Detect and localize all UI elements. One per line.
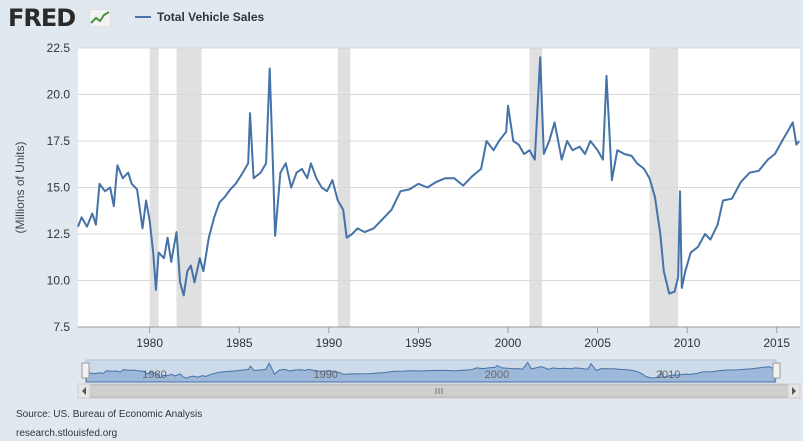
x-tick-label: 2005: [584, 336, 611, 350]
y-axis-label: (Millions of Units): [13, 141, 27, 233]
site-link[interactable]: research.stlouisfed.org: [16, 428, 118, 439]
y-tick-label: 12.5: [47, 227, 71, 241]
legend: Total Vehicle Sales: [135, 10, 264, 24]
source-text: Source: US. Bureau of Economic Analysis: [16, 409, 203, 420]
x-tick-label: 1985: [226, 336, 253, 350]
x-tick-label: 1990: [315, 336, 342, 350]
navigator-label: 2010: [656, 369, 680, 381]
arrow-left-icon: [82, 387, 86, 395]
legend-label: Total Vehicle Sales: [157, 10, 265, 24]
trend-graph-icon: [89, 9, 111, 27]
navigator-handle-right[interactable]: [772, 362, 781, 379]
y-tick-label: 7.5: [53, 320, 70, 334]
y-tick-label: 22.5: [47, 41, 71, 55]
fred-logo[interactable]: FRED: [8, 4, 76, 32]
navigator-label: 1990: [313, 369, 337, 381]
chart: 7.5 10.0 12.5 15.0 17.5 20.0 22.5 1980 1985 1990 1…: [13, 41, 801, 399]
navigator-series: [85, 361, 776, 383]
legend-swatch: [135, 16, 151, 18]
x-tick-label: 2015: [763, 336, 790, 350]
x-tick-label: 1995: [405, 336, 432, 350]
navigator-label: 1980: [142, 369, 166, 381]
x-tick-label: 2000: [495, 336, 522, 350]
series-line-total-vehicle-sales: [77, 56, 800, 297]
chart-header: FRED Total Vehicle Sales: [0, 0, 803, 38]
y-tick-label: 20.0: [47, 88, 71, 102]
y-tick-label: 15.0: [47, 181, 71, 195]
navigator-label: 2000: [485, 369, 509, 381]
x-tick-label: 1980: [136, 336, 163, 350]
arrow-right-icon: [792, 387, 796, 395]
x-tick-label: 2010: [674, 336, 701, 350]
navigator-handle-left[interactable]: [81, 362, 90, 379]
y-tick-label: 17.5: [47, 134, 71, 148]
y-tick-label: 10.0: [47, 274, 71, 288]
